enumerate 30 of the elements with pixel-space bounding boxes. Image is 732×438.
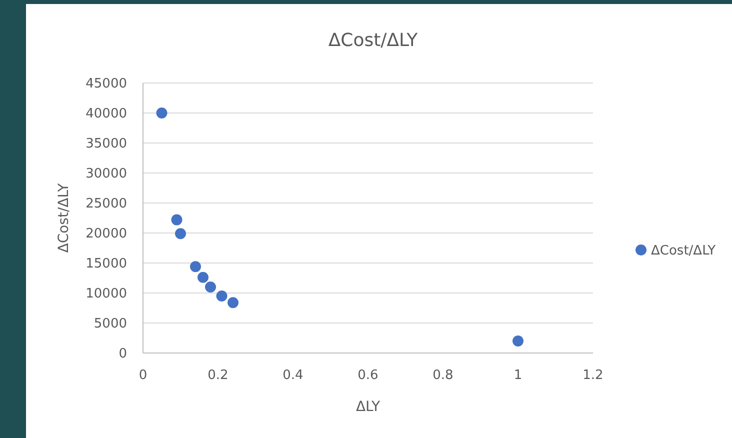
x-tick-label: 0.4 xyxy=(282,368,304,383)
point xyxy=(175,228,186,240)
y-tick-label: 15000 xyxy=(86,256,127,272)
point xyxy=(216,290,228,302)
y-tick-label: 35000 xyxy=(86,136,127,152)
legend-label: ΔCost/ΔLY xyxy=(651,244,716,259)
y-tick-label: 5000 xyxy=(94,316,127,332)
x-tick-label: 1.2 xyxy=(582,368,604,383)
point xyxy=(512,336,524,346)
y-tick-label: 45000 xyxy=(86,76,127,92)
chart-title: ΔCost/ΔLY xyxy=(328,30,419,51)
point xyxy=(198,272,208,283)
point xyxy=(205,282,216,292)
y-tick-label: 40000 xyxy=(86,106,127,122)
x-tick-label: 0.6 xyxy=(358,368,378,383)
x-tick-label: 1 xyxy=(514,368,522,383)
y-axis-title: ΔCost/ΔLY xyxy=(56,182,72,253)
point xyxy=(228,297,238,308)
y-tick-label: 20000 xyxy=(86,226,127,242)
point xyxy=(190,261,201,272)
y-tick-label: 30000 xyxy=(86,166,127,182)
x-tick-label: 0.8 xyxy=(432,368,454,383)
y-tick-label: 0 xyxy=(118,346,127,362)
point xyxy=(156,108,168,118)
y-tick-label: 25000 xyxy=(86,196,127,212)
y-tick-label: 10000 xyxy=(86,286,127,302)
point xyxy=(171,214,182,226)
x-axis-title: ΔLY xyxy=(356,399,380,415)
x-tick-label: 0 xyxy=(138,368,148,383)
x-tick-label: 0.2 xyxy=(208,368,228,383)
